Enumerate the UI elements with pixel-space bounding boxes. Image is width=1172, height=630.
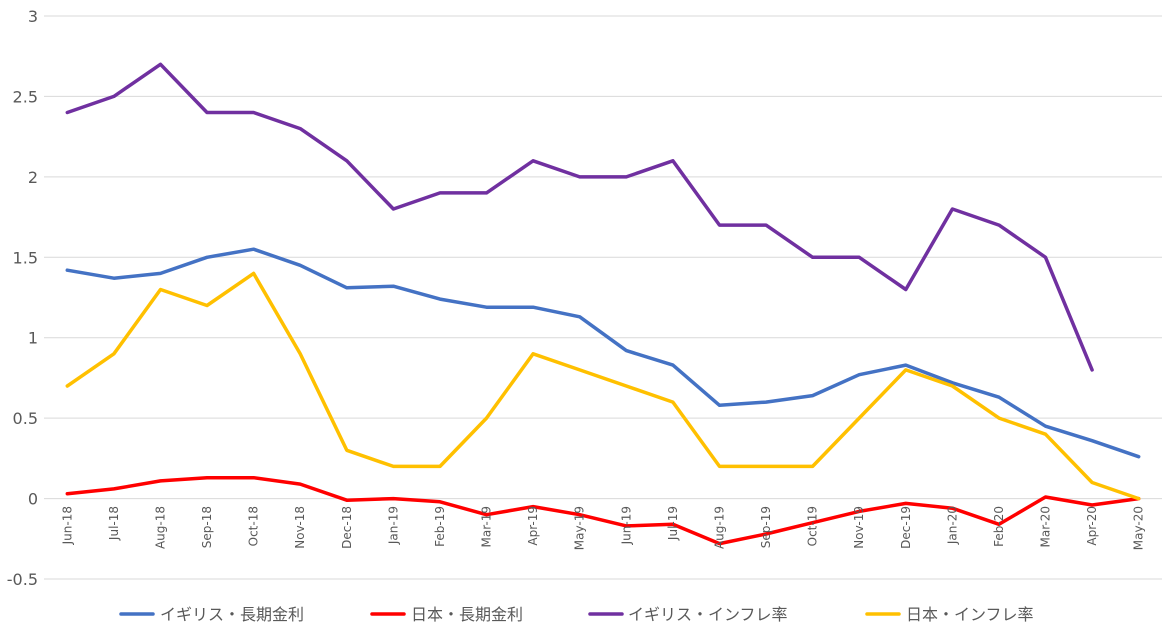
y-tick-label: -0.5 — [7, 570, 38, 589]
legend-label-3: イギリス・インフレ率 — [628, 605, 788, 624]
legend-label-4: 日本・インフレ率 — [906, 605, 1034, 624]
x-tick-label: Jan-20 — [945, 506, 959, 545]
x-tick-label: Aug-19 — [712, 506, 726, 549]
x-tick-label: Sep-18 — [200, 506, 214, 548]
series-line-2 — [65, 475, 1141, 546]
x-tick-label: Apr-19 — [526, 506, 540, 546]
y-tick-label: 1 — [28, 329, 38, 348]
series-lines — [65, 62, 1141, 546]
series-line-4 — [65, 271, 1141, 501]
x-tick-label: Feb-20 — [992, 506, 1006, 547]
x-tick-label: Jul-18 — [107, 506, 121, 541]
y-tick-label: 3 — [28, 7, 38, 26]
x-tick-label: Oct-19 — [806, 506, 820, 546]
x-tick-label: Dec-18 — [340, 506, 354, 549]
x-tick-label: May-20 — [1132, 506, 1146, 550]
y-axis-tick-labels: 3 2.5 2 1.5 1 0.5 0 -0.5 — [7, 7, 38, 589]
x-axis-tick-labels: Jun-18 Jul-18 Aug-18 Sep-18 Oct-18 Nov-18 Dec-… — [60, 506, 1145, 550]
series-line-3 — [65, 62, 1094, 372]
x-tick-label: Nov-18 — [293, 506, 307, 549]
legend: イギリス・長期金利 日本・長期金利 イギリス・インフレ率 日本・インフレ率 — [119, 605, 1034, 624]
x-tick-label: Jun-18 — [60, 506, 74, 545]
x-tick-label: Mar-19 — [480, 506, 494, 547]
x-tick-label: Jul-19 — [666, 506, 680, 541]
y-tick-label: 0 — [28, 490, 38, 509]
y-tick-label: 2 — [28, 168, 38, 187]
x-tick-label: May-19 — [573, 506, 587, 550]
y-tick-label: 2.5 — [13, 87, 38, 106]
x-tick-label: Dec-19 — [899, 506, 913, 549]
x-tick-label: Jan-19 — [386, 506, 400, 545]
series-line-1 — [65, 247, 1141, 459]
x-tick-label: Feb-19 — [433, 506, 447, 547]
x-tick-label: Aug-18 — [153, 506, 167, 549]
x-tick-label: Nov-19 — [852, 506, 866, 549]
x-tick-label: Oct-18 — [247, 506, 261, 546]
x-tick-label: Apr-20 — [1085, 506, 1099, 546]
y-tick-label: 1.5 — [13, 248, 38, 267]
x-tick-label: Jun-19 — [619, 506, 633, 545]
legend-label-1: イギリス・長期金利 — [160, 605, 304, 624]
x-tick-label: Mar-20 — [1039, 506, 1053, 547]
x-tick-label: Sep-19 — [759, 506, 773, 548]
gridlines — [44, 15, 1162, 580]
legend-label-2: 日本・長期金利 — [411, 605, 523, 624]
y-tick-label: 0.5 — [13, 409, 38, 428]
